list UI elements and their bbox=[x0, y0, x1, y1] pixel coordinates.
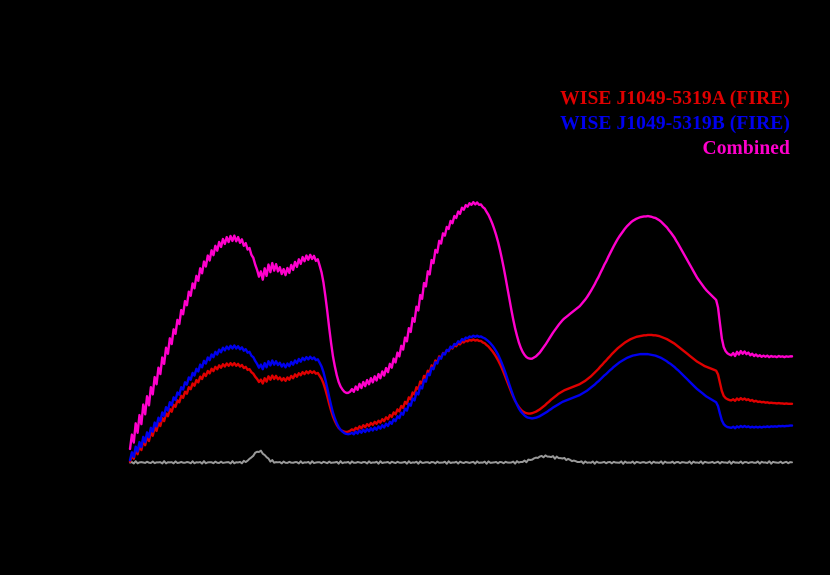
legend-entry-combined: Combined bbox=[702, 138, 790, 159]
legend-entry-component-b: WISE J1049-5319B (FIRE) bbox=[560, 113, 790, 134]
legend-entry-component-a: WISE J1049-5319A (FIRE) bbox=[560, 88, 790, 109]
noise-trace bbox=[129, 449, 793, 465]
spectrum-line-combined bbox=[128, 200, 794, 451]
spectrum-line-component-b bbox=[128, 334, 794, 462]
legend: WISE J1049-5319A (FIRE) WISE J1049-5319B… bbox=[560, 86, 790, 161]
